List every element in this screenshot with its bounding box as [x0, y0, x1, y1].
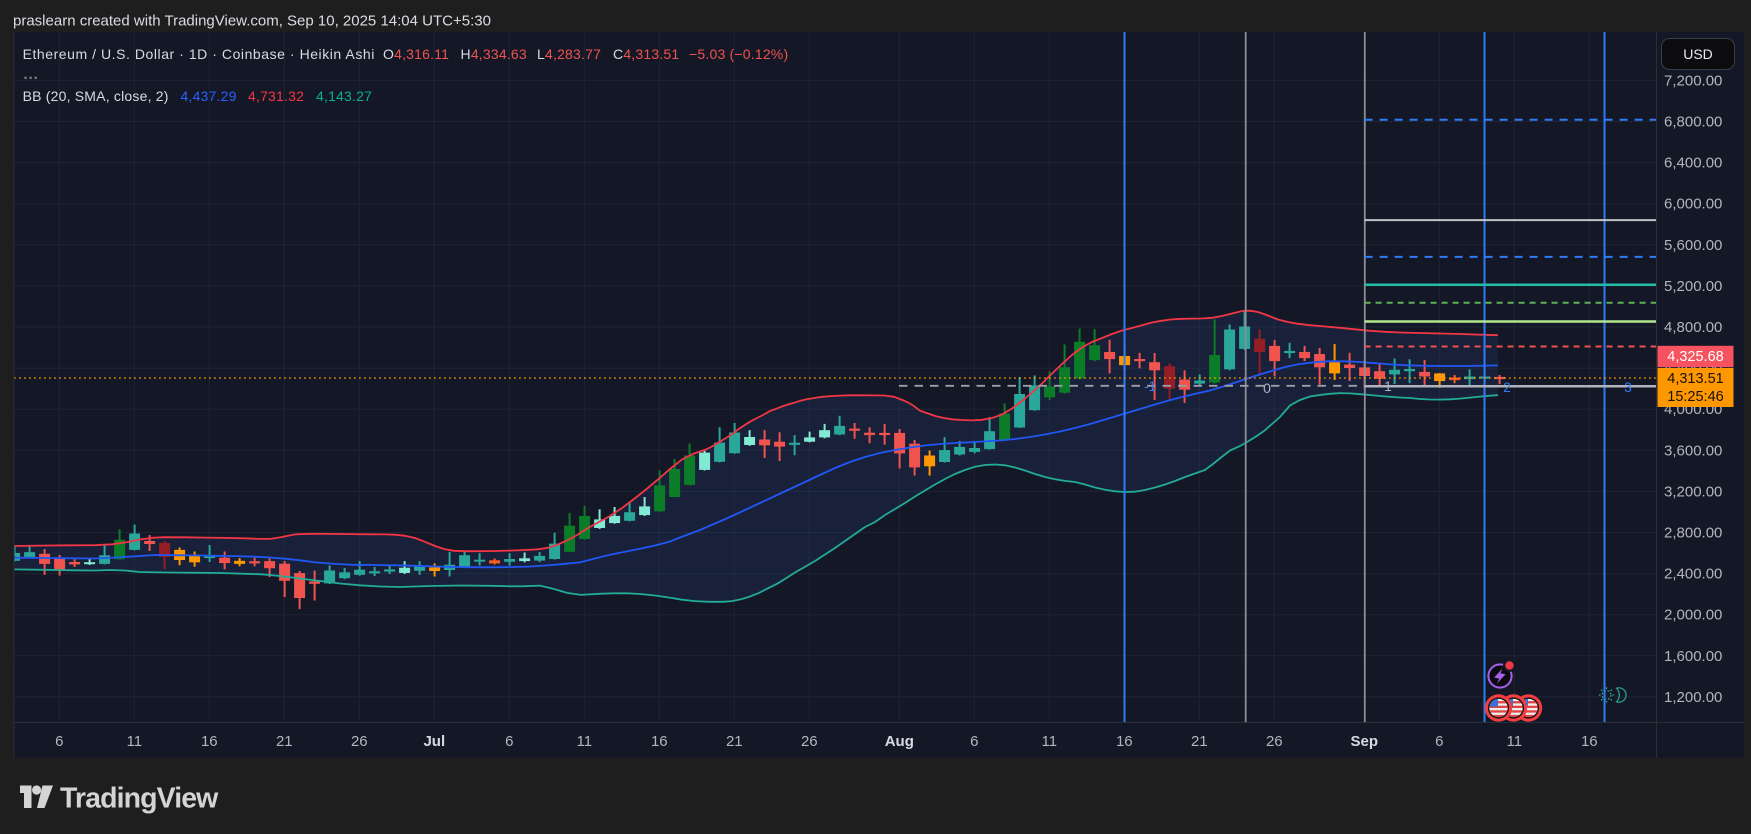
svg-text:praslearn created with Trading: praslearn created with TradingView.com, … — [13, 13, 491, 30]
svg-text:6,400.00: 6,400.00 — [1664, 155, 1722, 172]
svg-text:7,200.00: 7,200.00 — [1664, 72, 1722, 89]
svg-text:21: 21 — [276, 733, 293, 750]
svg-text:21: 21 — [726, 733, 743, 750]
svg-text:2,800.00: 2,800.00 — [1664, 525, 1722, 542]
svg-text:6: 6 — [505, 733, 513, 750]
svg-text:BB (20, SMA, close, 2): BB (20, SMA, close, 2) — [23, 88, 169, 104]
svg-text:5,200.00: 5,200.00 — [1664, 278, 1722, 295]
svg-text:4,313.51: 4,313.51 — [1667, 371, 1723, 387]
svg-text:H4,334.63: H4,334.63 — [461, 46, 527, 62]
svg-text:O4,316.11: O4,316.11 — [383, 46, 449, 62]
svg-text:L4,283.77: L4,283.77 — [537, 46, 601, 62]
svg-text:16: 16 — [651, 733, 668, 750]
svg-text:TradingView: TradingView — [60, 783, 219, 815]
svg-text:2: 2 — [1503, 380, 1511, 395]
svg-text:21: 21 — [1191, 733, 1208, 750]
svg-text:6,800.00: 6,800.00 — [1664, 114, 1722, 131]
svg-text:…: … — [23, 66, 39, 83]
svg-text:6: 6 — [55, 733, 63, 750]
svg-text:C4,313.51: C4,313.51 — [613, 46, 679, 62]
svg-text:1,600.00: 1,600.00 — [1664, 648, 1722, 665]
svg-text:Aug: Aug — [885, 733, 914, 750]
svg-text:26: 26 — [1266, 733, 1283, 750]
svg-text:6,000.00: 6,000.00 — [1664, 196, 1722, 213]
svg-text:−5.03 (−0.12%): −5.03 (−0.12%) — [689, 46, 788, 62]
svg-text:2,000.00: 2,000.00 — [1664, 607, 1722, 624]
svg-text:26: 26 — [801, 733, 818, 750]
svg-text:-1: -1 — [1144, 379, 1156, 394]
svg-text:Jul: Jul — [423, 733, 445, 750]
svg-text:16: 16 — [201, 733, 218, 750]
svg-text:3,600.00: 3,600.00 — [1664, 442, 1722, 459]
svg-text:3,200.00: 3,200.00 — [1664, 483, 1722, 500]
svg-text:4,731.32: 4,731.32 — [248, 88, 304, 104]
svg-text:11: 11 — [1042, 733, 1058, 750]
svg-text:11: 11 — [577, 733, 593, 750]
svg-text:4,325.68: 4,325.68 — [1667, 349, 1723, 365]
svg-text:11: 11 — [127, 733, 143, 750]
svg-text:15:25:46: 15:25:46 — [1667, 389, 1723, 405]
svg-text:1: 1 — [1384, 379, 1392, 394]
svg-text:5,600.00: 5,600.00 — [1664, 237, 1722, 254]
svg-text:Ethereum / U.S. Dollar · 1D ·: Ethereum / U.S. Dollar · 1D · Coinbase ·… — [23, 46, 375, 62]
svg-text:USD: USD — [1683, 46, 1713, 62]
svg-text:26: 26 — [351, 733, 368, 750]
svg-text:0: 0 — [1263, 380, 1271, 396]
svg-text:1,200.00: 1,200.00 — [1664, 689, 1722, 706]
svg-text:Sep: Sep — [1351, 733, 1379, 750]
svg-text:11: 11 — [1507, 733, 1523, 750]
svg-text:6: 6 — [970, 733, 978, 750]
svg-text:4,143.27: 4,143.27 — [316, 88, 372, 104]
svg-text:16: 16 — [1116, 733, 1133, 750]
svg-text:16: 16 — [1581, 733, 1598, 750]
svg-text:6: 6 — [1435, 733, 1443, 750]
svg-text:4,800.00: 4,800.00 — [1664, 319, 1722, 336]
svg-text:3: 3 — [1624, 380, 1632, 395]
svg-text:4,437.29: 4,437.29 — [181, 88, 237, 104]
svg-text:2,400.00: 2,400.00 — [1664, 566, 1722, 583]
